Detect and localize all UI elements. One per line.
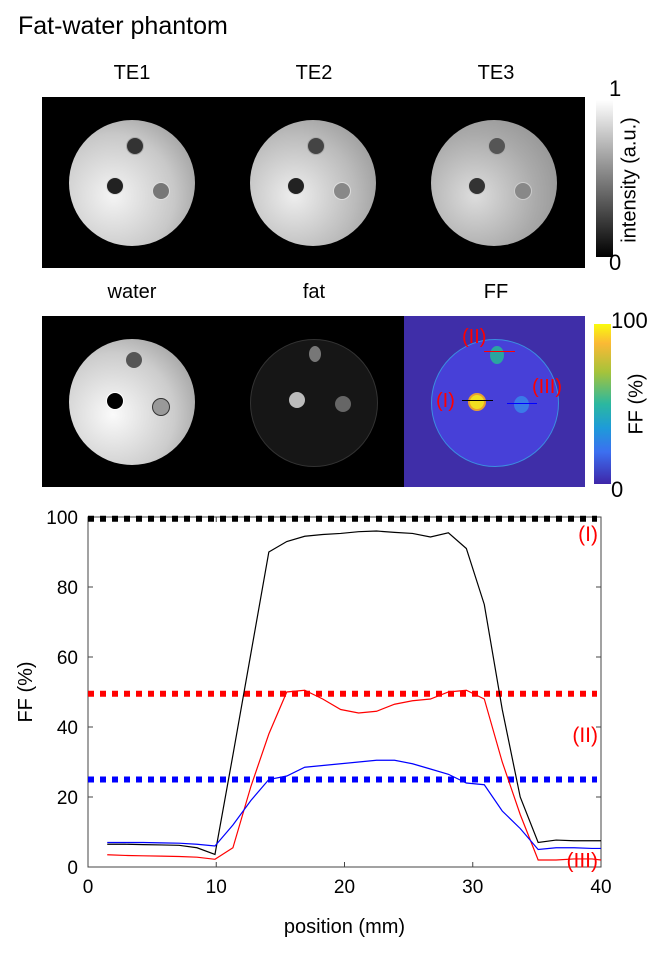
reference-label: (I) — [578, 523, 598, 546]
y-tick-label: 100 — [46, 508, 78, 529]
reference-label: (III) — [567, 850, 599, 873]
y-tick-label: 60 — [57, 648, 78, 669]
label-fat: fat — [302, 281, 326, 303]
label-water: water — [107, 281, 157, 303]
series-line — [107, 530, 601, 856]
intensity-colorbar-max: 1 — [609, 76, 622, 101]
label-ff: FF — [483, 281, 509, 303]
roi-label-iii: (III) — [532, 376, 562, 398]
ff-colorbar-label: FF (%) — [625, 373, 648, 435]
y-tick-label: 80 — [57, 578, 78, 599]
y-axis-label: FF (%) — [15, 661, 37, 722]
y-tick-label: 0 — [67, 858, 78, 879]
roi-line-i — [462, 400, 493, 401]
image-te2 — [223, 97, 404, 268]
x-tick-label: 40 — [590, 877, 611, 898]
x-tick-label: 30 — [462, 877, 483, 898]
x-tick-label: 0 — [83, 877, 94, 898]
intensity-colorbar-min: 0 — [609, 250, 622, 275]
x-tick-label: 20 — [334, 877, 355, 898]
intensity-colorbar-label: intensity (a.u.) — [618, 117, 641, 243]
image-te1 — [42, 97, 223, 268]
image-ff-map: (II) (I) (III) — [404, 316, 585, 487]
roi-label-ii: (II) — [462, 326, 487, 348]
label-te2: TE2 — [295, 62, 333, 84]
image-te3 — [404, 97, 585, 268]
ff-colorbar — [594, 324, 611, 484]
x-tick-label: 10 — [206, 877, 227, 898]
series-line — [107, 759, 601, 851]
image-fat — [223, 316, 404, 487]
roi-line-iii — [507, 403, 537, 404]
roi-label-i: (I) — [436, 390, 455, 412]
reference-label: (II) — [572, 724, 598, 747]
ff-profile-chart: 0 10 20 30 40 0 20 40 60 80 100 position (mm) FF (%)… — [15, 508, 612, 938]
roi-line-ii — [484, 351, 515, 352]
ff-colorbar-min: 0 — [611, 477, 624, 502]
ff-colorbar-max: 100 — [611, 308, 648, 333]
label-te1: TE1 — [113, 62, 151, 84]
figure-title: Fat-water phantom — [18, 12, 228, 40]
x-axis-label: position (mm) — [284, 916, 405, 938]
y-tick-label: 20 — [57, 788, 78, 809]
label-te3: TE3 — [477, 62, 515, 84]
series-line — [107, 689, 602, 861]
image-water — [42, 316, 223, 487]
y-tick-label: 40 — [57, 718, 78, 739]
intensity-colorbar — [596, 100, 613, 257]
